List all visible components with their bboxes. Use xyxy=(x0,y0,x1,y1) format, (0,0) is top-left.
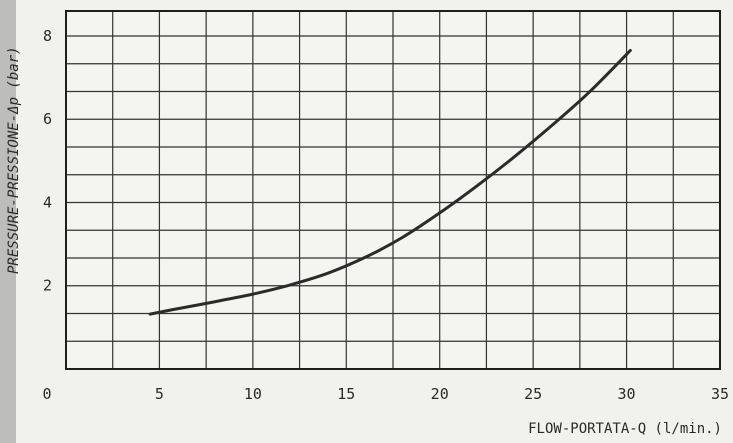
x-tick-label: 0 xyxy=(42,385,51,403)
data-point xyxy=(214,300,217,303)
y-axis-title: PRESSURE-PRESSIONE-Δp (bar) xyxy=(6,46,22,274)
data-point xyxy=(476,185,478,187)
data-point xyxy=(326,272,329,275)
y-tick-labels: 2 4 6 8 xyxy=(43,27,52,295)
data-point xyxy=(551,124,553,127)
data-point xyxy=(149,313,151,315)
data-point xyxy=(289,284,292,286)
data-point xyxy=(629,49,632,52)
plot-frame xyxy=(65,10,721,370)
data-point xyxy=(252,293,254,295)
x-axis-title: FLOW-PORTATA-Q (l/min.) xyxy=(528,421,722,437)
y-tick-label: 6 xyxy=(43,110,52,128)
x-tick-label: 25 xyxy=(524,385,542,403)
data-point xyxy=(401,236,404,239)
x-tick-label: 20 xyxy=(431,385,449,403)
y-tick-label: 4 xyxy=(43,193,52,211)
data-point xyxy=(438,212,441,214)
shadow-strip xyxy=(0,0,16,443)
data-point xyxy=(177,307,179,310)
x-tick-label: 15 xyxy=(337,385,355,403)
y-tick-label: 8 xyxy=(43,27,52,45)
x-tick-label: 35 xyxy=(711,385,729,403)
y-tick-label: 2 xyxy=(43,277,52,295)
x-tick-label: 30 xyxy=(618,385,636,403)
data-point xyxy=(513,155,516,158)
x-tick-label: 5 xyxy=(155,385,164,403)
x-tick-label: 10 xyxy=(244,385,262,403)
data-point xyxy=(364,256,366,259)
series-line xyxy=(148,49,632,316)
x-tick-labels: 0 5 10 15 20 25 30 35 xyxy=(42,385,729,403)
grid-lines xyxy=(66,11,720,369)
series-layer xyxy=(148,49,632,316)
data-point xyxy=(588,91,590,93)
